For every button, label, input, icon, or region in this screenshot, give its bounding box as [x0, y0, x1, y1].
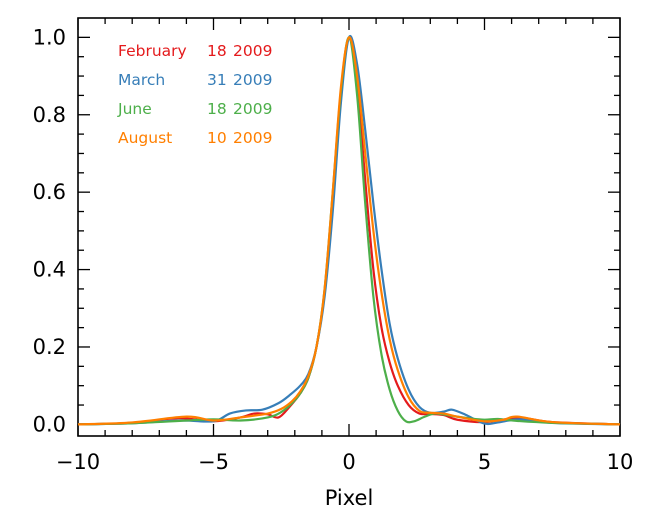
legend-entry-august-day: 10	[207, 129, 227, 147]
y-tick-label: 0.6	[33, 180, 66, 204]
legend-entry-june-month: June	[117, 100, 152, 118]
x-axis: −10 −5 0 5 10	[56, 18, 634, 474]
y-tick-label: 0.4	[33, 258, 66, 282]
legend-entry-february-day: 18	[207, 42, 227, 60]
series-line-february	[77, 36, 621, 426]
x-axis-title: Pixel	[325, 486, 374, 510]
y-tick-label: 0.8	[33, 103, 66, 127]
legend-entry-june-day: 18	[207, 100, 227, 118]
x-tick-label: −10	[56, 450, 100, 474]
y-tick-label: 0.0	[33, 412, 66, 436]
y-tick-label: 0.2	[33, 335, 66, 359]
legend-entry-february-year: 2009	[233, 42, 272, 60]
legend-entry-august-year: 2009	[233, 129, 272, 147]
x-tick-label: 5	[478, 450, 491, 474]
y-axis: 0.0 0.2 0.4 0.6 0.8 1.0	[33, 25, 620, 436]
y-tick-label: 1.0	[33, 25, 66, 49]
legend-entry-june-year: 2009	[233, 100, 272, 118]
x-tick-label: −5	[198, 450, 229, 474]
legend-entry-february-month: February	[118, 42, 187, 60]
x-tick-label: 0	[342, 450, 355, 474]
series-line-march	[77, 34, 621, 426]
legend-entry-march-day: 31	[207, 71, 227, 89]
legend-entry-august-month: August	[118, 129, 172, 147]
legend-entry-march-year: 2009	[233, 71, 272, 89]
legend-entry-march-month: March	[118, 71, 165, 89]
series-line-august	[77, 36, 621, 426]
x-tick-label: 10	[607, 450, 634, 474]
legend: February 18 2009 March 31 2009 June 18 2009 Augus…	[117, 42, 272, 147]
series-layer	[77, 34, 621, 426]
series-line-june	[77, 36, 621, 426]
